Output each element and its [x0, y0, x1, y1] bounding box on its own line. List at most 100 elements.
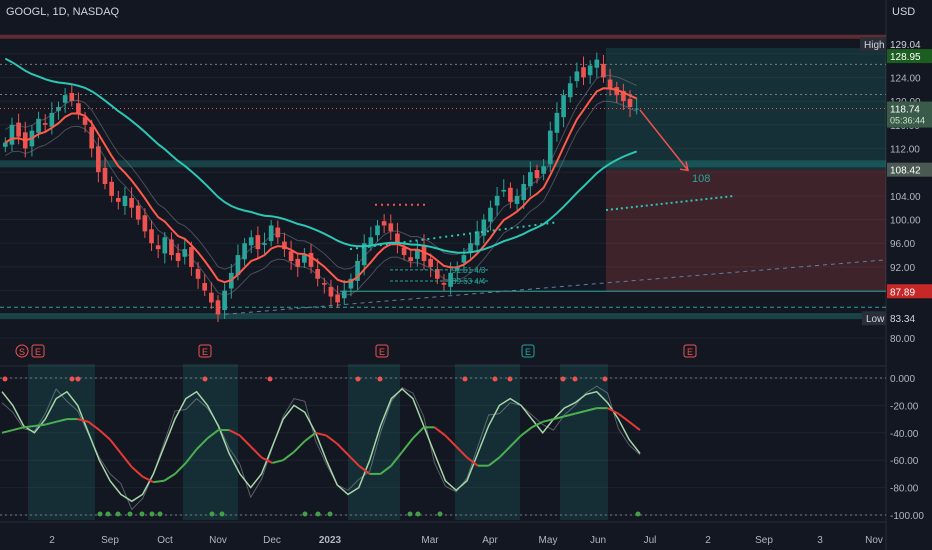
- envelope-upper: [5, 74, 637, 270]
- support-band: [0, 313, 886, 320]
- candle-body: [541, 166, 546, 174]
- osc-sell-dot: [602, 376, 608, 382]
- x-tick-label: May: [539, 535, 558, 546]
- candle-body: [155, 245, 161, 250]
- candle-body: [135, 205, 141, 220]
- forecast-arrowhead: [679, 161, 689, 172]
- stop-level-tag: 87.89: [890, 287, 915, 298]
- osc-slow-segment: [293, 440, 306, 453]
- candle-body: [102, 167, 108, 184]
- x-tick-label: Sep: [101, 535, 119, 546]
- osc-slow-segment: [347, 454, 360, 467]
- osc-slow-segment: [206, 429, 219, 440]
- candle-body: [175, 252, 181, 261]
- candle-body: [627, 98, 633, 107]
- osc-sell-dot: [492, 376, 498, 382]
- candle-body: [302, 255, 307, 263]
- osc-slow-segment: [520, 426, 533, 437]
- candle-body: [288, 251, 294, 261]
- osc-shade: [455, 364, 520, 520]
- last-price-bg: [887, 101, 932, 128]
- osc-buy-dot: [415, 511, 421, 517]
- low-label: Low: [866, 314, 885, 325]
- candle-body: [461, 255, 467, 263]
- osc-slow-segment: [509, 434, 522, 448]
- osc-slow-segment: [498, 445, 511, 459]
- candle-body: [255, 235, 261, 250]
- candle-body: [514, 195, 520, 204]
- candle-body: [189, 247, 194, 267]
- ema-fast-line: [4, 87, 638, 284]
- osc-buy-dot: [115, 511, 121, 517]
- y-tick-label: 80.00: [890, 334, 915, 345]
- candle-body: [315, 269, 321, 279]
- osc-raw-line: [1, 385, 641, 511]
- candle-body: [109, 181, 114, 196]
- symbol-header: GOOGL, 1D, NASDAQ: [6, 6, 120, 18]
- candle-body: [355, 261, 360, 281]
- y-tick-label: 104.00: [890, 192, 921, 203]
- candle-body: [321, 283, 327, 285]
- loss-zone: [606, 169, 886, 292]
- osc-sell-dot: [560, 376, 566, 382]
- y-tick-label: 124.00: [890, 73, 921, 84]
- osc-slow-segment: [272, 459, 284, 464]
- target-price-tag-bg: [887, 49, 932, 64]
- osc-slow-segment: [336, 443, 349, 456]
- osc-slow-segment: [455, 445, 468, 459]
- currency-label: USD: [892, 6, 916, 18]
- candle-body: [508, 187, 513, 202]
- osc-slow-segment: [390, 451, 403, 467]
- osc-sell-dot: [69, 376, 75, 382]
- osc-fast-line: [1, 387, 641, 503]
- x-tick-label: 2: [705, 535, 711, 546]
- candle-body: [268, 225, 274, 242]
- candle-body: [501, 189, 507, 192]
- forecast-arrow: [639, 109, 689, 171]
- osc-slow-segment: [574, 409, 587, 415]
- candle-body: [2, 142, 8, 147]
- osc-slow-segment: [142, 475, 154, 484]
- osc-slow-segment: [239, 434, 252, 448]
- x-tick-label: Jul: [644, 535, 657, 546]
- dotted-support: [349, 221, 556, 251]
- candle-body: [395, 233, 400, 244]
- candle-body: [328, 286, 334, 297]
- envelope-lower: [5, 100, 637, 296]
- candle-body: [282, 241, 287, 250]
- candle-body: [308, 252, 314, 267]
- candle-body: [454, 266, 460, 271]
- countdown-tag: 05:36:44: [890, 116, 925, 126]
- high-label: High: [864, 40, 885, 51]
- candle-body: [262, 243, 267, 245]
- candle-body: [222, 290, 227, 311]
- low-price-tag: 83.34: [890, 314, 915, 325]
- osc-slow-segment: [163, 473, 176, 482]
- candle-body: [122, 195, 128, 207]
- x-tick-label: Dec: [263, 535, 281, 546]
- osc-buy-dot: [127, 511, 133, 517]
- candle-body: [567, 83, 573, 98]
- osc-slow-segment: [607, 407, 619, 415]
- osc-slow-segment: [315, 431, 327, 437]
- level-b-label: 89.63 4/4: [452, 277, 486, 286]
- y-tick-label: 112.00: [890, 144, 920, 155]
- osc-slow-segment: [87, 421, 100, 431]
- osc-slow-segment: [304, 432, 317, 442]
- osc-sell-dot: [377, 376, 383, 382]
- event-marker-label: E: [525, 347, 531, 357]
- candle-body: [587, 65, 593, 76]
- osc-slow-segment: [617, 412, 630, 423]
- osc-slow-segment: [34, 423, 46, 427]
- candle-body: [89, 126, 95, 149]
- candle-body: [621, 90, 626, 102]
- osc-shade: [183, 364, 238, 520]
- event-marker-label: E: [379, 347, 385, 357]
- candle-body: [474, 231, 480, 246]
- osc-slow-segment: [228, 429, 241, 437]
- candle-body: [561, 95, 566, 118]
- trend-line: [224, 259, 887, 315]
- osc-slow-segment: [488, 456, 501, 467]
- high-label-bg: [860, 37, 886, 52]
